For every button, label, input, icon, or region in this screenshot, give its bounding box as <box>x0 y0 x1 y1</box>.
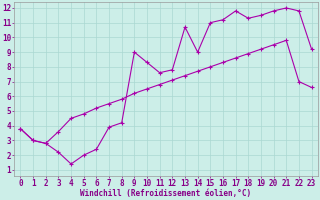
X-axis label: Windchill (Refroidissement éolien,°C): Windchill (Refroidissement éolien,°C) <box>80 189 252 198</box>
